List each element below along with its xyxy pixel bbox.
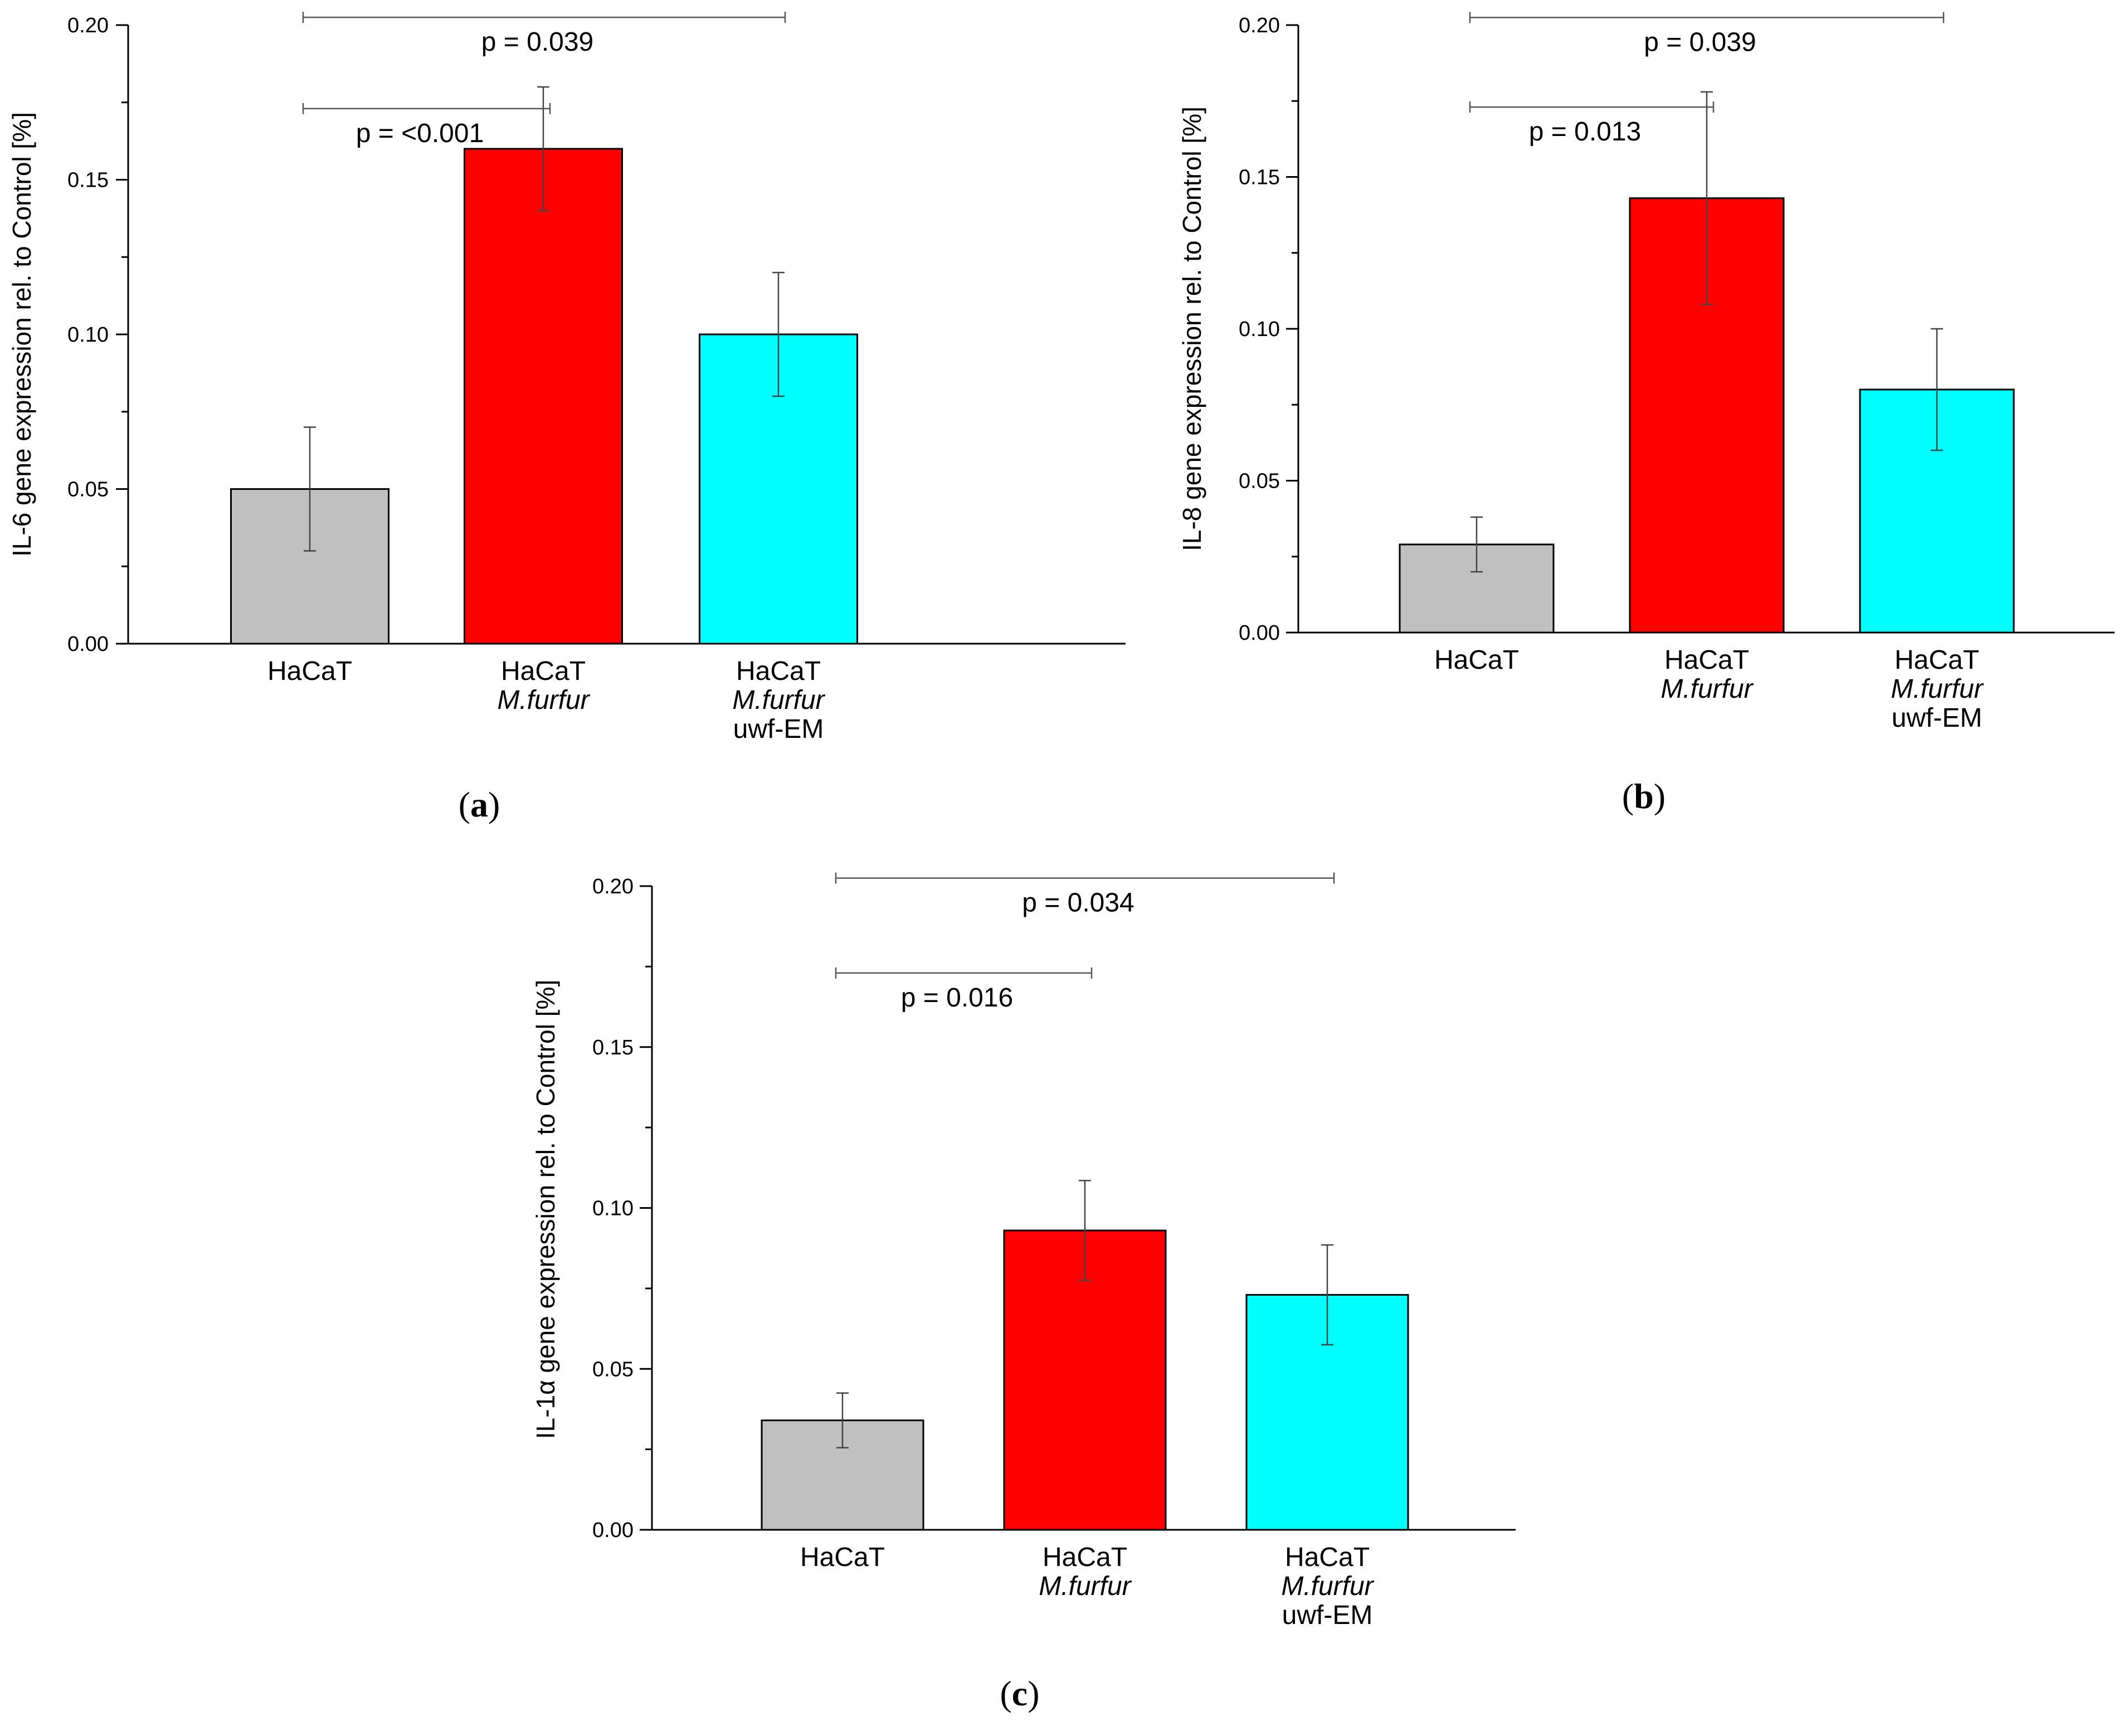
category-label: M.furfur — [1660, 674, 1754, 704]
category-label: M.furfur — [1891, 674, 1984, 704]
significance-bracket-b-0: p = 0.039 — [1469, 12, 1945, 57]
panel-label-c: (c) — [1000, 1674, 1039, 1713]
y-tick-label: 0.05 — [67, 478, 109, 502]
y-tick-label: 0.00 — [67, 633, 109, 656]
chart-a: 0.00 0.05 0.10 0.15 0.20 IL-6 gene expression… — [7, 12, 1126, 824]
y-tick-label: 0.15 — [1239, 166, 1280, 189]
chart-b: 0.00 0.05 0.10 0.15 0.20 IL-8 gene expression… — [1177, 12, 2115, 816]
category-label: HaCaT — [800, 1543, 885, 1572]
p-value-label: p = <0.001 — [356, 119, 484, 148]
panel-label-open-paren: ( — [1000, 1674, 1011, 1713]
error-bar-c-2 — [1321, 1244, 1333, 1346]
error-bar-b-1 — [1701, 91, 1713, 305]
significance-bracket-a-1: p = <0.001 — [302, 103, 551, 148]
panel-label-open-paren: ( — [459, 785, 470, 824]
category-label: HaCaT — [267, 657, 352, 686]
significance-bracket-b-1: p = 0.013 — [1469, 101, 1715, 147]
y-tick-label: 0.10 — [592, 1197, 634, 1220]
error-bar-c-1 — [1079, 1180, 1091, 1281]
error-bar-a-1 — [537, 86, 549, 212]
panel-label-letter: b — [1634, 776, 1654, 816]
y-tick-label: 0.05 — [592, 1358, 634, 1381]
panel-label-close-paren: ) — [1654, 776, 1666, 816]
y-tick-label: 0.15 — [67, 169, 109, 192]
panel-label-open-paren: ( — [1622, 776, 1634, 816]
significance-bracket-a-0: p = 0.039 — [302, 12, 786, 57]
y-tick-label: 0.20 — [592, 875, 634, 898]
category-label: HaCaT — [501, 657, 586, 686]
p-value-label: p = 0.013 — [1529, 117, 1642, 147]
p-value-label: p = 0.039 — [481, 27, 594, 57]
p-value-label: p = 0.034 — [1022, 888, 1134, 918]
panel-label-letter: a — [470, 785, 488, 824]
p-value-label: p = 0.016 — [901, 983, 1014, 1013]
y-tick-label: 0.00 — [592, 1519, 634, 1542]
y-axis-label-b: IL-8 gene expression rel. to Control [%] — [1177, 106, 1206, 551]
significance-bracket-c-1: p = 0.016 — [835, 967, 1093, 1013]
chart-c: 0.00 0.05 0.10 0.15 0.20 IL-1α gene expressio… — [531, 872, 1516, 1713]
category-label: M.furfur — [497, 685, 590, 715]
error-bar-c-0 — [836, 1392, 849, 1448]
category-label: M.furfur — [732, 685, 825, 715]
category-label: HaCaT — [1895, 645, 1979, 675]
category-label: M.furfur — [1281, 1572, 1374, 1601]
y-tick-label: 0.10 — [67, 323, 109, 347]
significance-bracket-c-0: p = 0.034 — [835, 872, 1335, 918]
panel-label-b: (b) — [1622, 776, 1666, 816]
y-tick-label: 0.05 — [1239, 470, 1280, 493]
bar-a-1 — [464, 148, 623, 645]
category-label: uwf-EM — [733, 714, 824, 744]
panel-label-close-paren: ) — [1028, 1674, 1039, 1713]
category-label: uwf-EM — [1282, 1601, 1373, 1630]
error-bar-b-2 — [1931, 328, 1943, 451]
category-label: HaCaT — [1434, 645, 1519, 675]
y-axis-label-a: IL-6 gene expression rel. to Control [%] — [7, 112, 36, 557]
category-label: M.furfur — [1039, 1572, 1132, 1601]
y-axis-label-c: IL-1α gene expression rel. to Control [%… — [531, 980, 560, 1439]
category-label: HaCaT — [1664, 645, 1749, 675]
category-label: HaCaT — [1043, 1543, 1127, 1572]
y-tick-label: 0.20 — [1239, 14, 1280, 37]
category-label: HaCaT — [736, 657, 821, 686]
error-bar-a-0 — [304, 426, 316, 552]
error-bar-a-2 — [772, 271, 785, 397]
y-tick-label: 0.10 — [1239, 318, 1280, 341]
panel-label-letter: c — [1012, 1674, 1028, 1713]
y-tick-label: 0.15 — [592, 1036, 634, 1059]
panel-label-a: (a) — [459, 785, 500, 824]
category-label: uwf-EM — [1892, 703, 1983, 733]
category-label: HaCaT — [1285, 1543, 1370, 1572]
p-value-label: p = 0.039 — [1644, 27, 1756, 57]
y-tick-label: 0.00 — [1239, 621, 1280, 645]
panel-label-close-paren: ) — [488, 785, 500, 824]
y-tick-label: 0.20 — [67, 14, 109, 37]
error-bar-b-0 — [1470, 516, 1483, 573]
